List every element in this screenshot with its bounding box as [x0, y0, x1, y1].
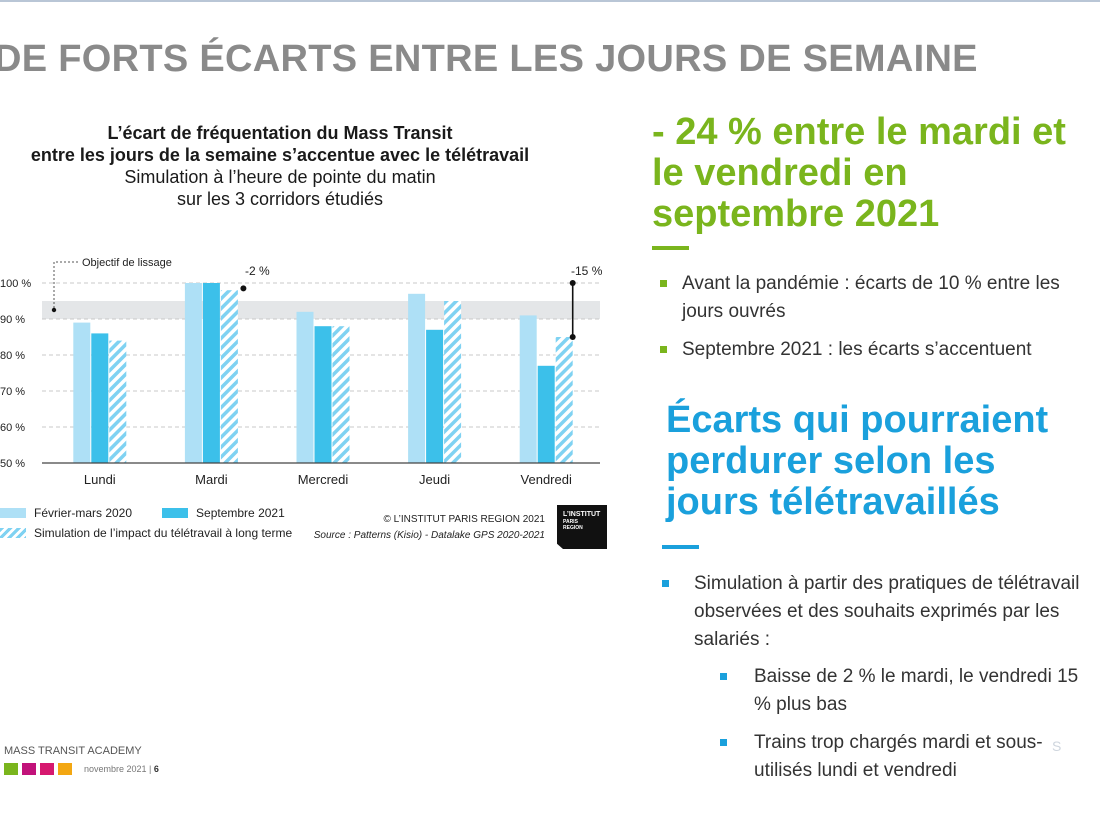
- band-label: Objectif de lissage: [82, 257, 172, 269]
- bar-2021-mercredi: [314, 326, 332, 463]
- y-tick-label: 100 %: [0, 278, 31, 290]
- x-tick-label: Mardi: [195, 472, 228, 487]
- subbullets: Baisse de 2 % le mardi, le vendredi 15 %…: [720, 663, 1090, 795]
- gap-dot-bottom: [569, 334, 576, 340]
- subbullet-item: Baisse de 2 % le mardi, le vendredi 15 %…: [720, 663, 1090, 719]
- bar-2021-lundi: [91, 333, 109, 463]
- legend-label-2020: Février-mars 2020: [34, 506, 133, 520]
- footer-date: novembre 2021: [84, 764, 147, 774]
- bar-simulation-vendredi: [555, 337, 573, 463]
- bullet-square-icon: [662, 580, 669, 587]
- bar-2020-jeudi: [408, 293, 426, 463]
- green-rule: [652, 246, 689, 250]
- bar-simulation-jeudi: [444, 301, 462, 463]
- bullet-square-icon: [660, 346, 667, 353]
- bullet-text: Septembre 2021 : les écarts s’accentuent: [682, 339, 1032, 360]
- bar-2020-mercredi: [296, 311, 314, 463]
- legend-label-simulation: Simulation de l’impact du télétravail à …: [34, 526, 293, 540]
- logo-line2: PARIS: [563, 519, 578, 525]
- y-tick-label: 70 %: [0, 386, 25, 398]
- institut-paris-region-logo: L’INSTITUT PARIS REGION: [557, 505, 607, 549]
- footer-date-page: novembre 2021 | 6: [84, 764, 159, 774]
- x-tick-label: Vendredi: [521, 472, 572, 487]
- chart-title-line2: entre les jours de la semaine s’accentue…: [30, 145, 530, 165]
- bullet-square-icon: [720, 673, 727, 680]
- bullet-square-icon: [660, 280, 667, 287]
- chart-subtitle-line2: sur les 3 corridors étudiés: [176, 189, 384, 209]
- band-leader-dot: [51, 307, 57, 313]
- bullets-simulation: Simulation à partir des pratiques de tél…: [662, 570, 1082, 660]
- gap-dot-top: [569, 280, 576, 286]
- bullet-text: Avant la pandémie : écarts de 10 % entre…: [682, 273, 1060, 322]
- legend-swatch-2021: [162, 508, 189, 518]
- bar-2021-mardi: [202, 283, 220, 463]
- bar-simulation-mercredi: [332, 326, 350, 463]
- legend-swatch-simulation: [0, 528, 26, 538]
- subbullet-item: Trains trop chargés mardi et sous-utilis…: [720, 729, 1090, 785]
- top-rule: [0, 0, 1100, 2]
- logo-line3: REGION: [563, 525, 583, 531]
- subbullet-text: Baisse de 2 % le mardi, le vendredi 15 %…: [754, 666, 1079, 715]
- chart-source: Source : Patterns (Kisio) - Datalake GPS…: [313, 530, 545, 541]
- subbullet-text: Trains trop chargés mardi et sous-utilis…: [754, 732, 1043, 781]
- bar-2020-mardi: [184, 283, 202, 463]
- y-tick-label: 60 %: [0, 422, 25, 434]
- annotation-dot: [240, 285, 247, 292]
- bar-2021-jeudi: [426, 329, 444, 463]
- x-tick-label: Lundi: [84, 472, 116, 487]
- logo-line1: L’INSTITUT: [563, 511, 601, 518]
- band-leader: [53, 261, 78, 310]
- footer-color-squares: [4, 763, 72, 775]
- bullet-item: Avant la pandémie : écarts de 10 % entre…: [660, 270, 1100, 326]
- footer-square: [40, 763, 54, 775]
- footer-brand: MASS TRANSIT ACADEMY: [4, 745, 142, 757]
- chart-credit: © L’INSTITUT PARIS REGION 2021: [383, 514, 546, 525]
- bar-simulation-lundi: [109, 340, 127, 463]
- target-band: [42, 301, 600, 319]
- y-tick-label: 50 %: [0, 458, 25, 470]
- bullets-pandemic: Avant la pandémie : écarts de 10 % entre…: [660, 270, 1100, 374]
- blue-rule: [662, 545, 699, 549]
- bullet-item: Septembre 2021 : les écarts s’accentuent: [660, 336, 1100, 364]
- annotation-label: -2 %: [245, 264, 270, 278]
- legend-swatch-2020: [0, 508, 26, 518]
- bar-2020-lundi: [73, 322, 91, 463]
- slide-title: DE FORTS ÉCARTS ENTRE LES JOURS DE SEMAI…: [0, 38, 978, 80]
- footer-square: [58, 763, 72, 775]
- footer-square: [4, 763, 18, 775]
- chart-subtitle-line1: Simulation à l’heure de pointe du matin: [124, 167, 436, 187]
- y-tick-label: 90 %: [0, 314, 25, 326]
- bar-2020-vendredi: [519, 315, 537, 463]
- bar-chart: Objectif de lissage 50 % 60 % 70 % 80 % 90 %…: [0, 257, 603, 487]
- page-number: 6: [153, 764, 159, 774]
- x-tick-label: Jeudi: [419, 472, 450, 487]
- chart-title-line1: L’écart de fréquentation du Mass Transit: [107, 123, 453, 143]
- legend-label-2021: Septembre 2021: [196, 506, 285, 520]
- bullet-square-icon: [720, 739, 727, 746]
- green-headline: - 24 % entre le mardi et le vendredi en …: [652, 111, 1066, 235]
- legend-row-2: Simulation de l’impact du télétravail à …: [0, 523, 292, 543]
- footer-square: [22, 763, 36, 775]
- annotation-label: -15 %: [571, 264, 603, 278]
- bar-2021-vendredi: [537, 365, 555, 463]
- y-tick-label: 80 %: [0, 350, 25, 362]
- legend-row-1: Février-mars 2020 Septembre 2021: [0, 503, 292, 523]
- bullet-item: Simulation à partir des pratiques de tél…: [662, 570, 1082, 654]
- corner-watermark-icon: S: [1052, 738, 1062, 754]
- bullet-text: Simulation à partir des pratiques de tél…: [694, 573, 1080, 650]
- bar-simulation-mardi: [220, 290, 238, 463]
- x-tick-label: Mercredi: [298, 472, 349, 487]
- blue-headline: Écarts qui pourraient perdurer selon les…: [666, 399, 1049, 523]
- chart-legend: Février-mars 2020 Septembre 2021 Simulat…: [0, 503, 292, 543]
- chart-title: L’écart de fréquentation du Mass Transit…: [30, 122, 530, 210]
